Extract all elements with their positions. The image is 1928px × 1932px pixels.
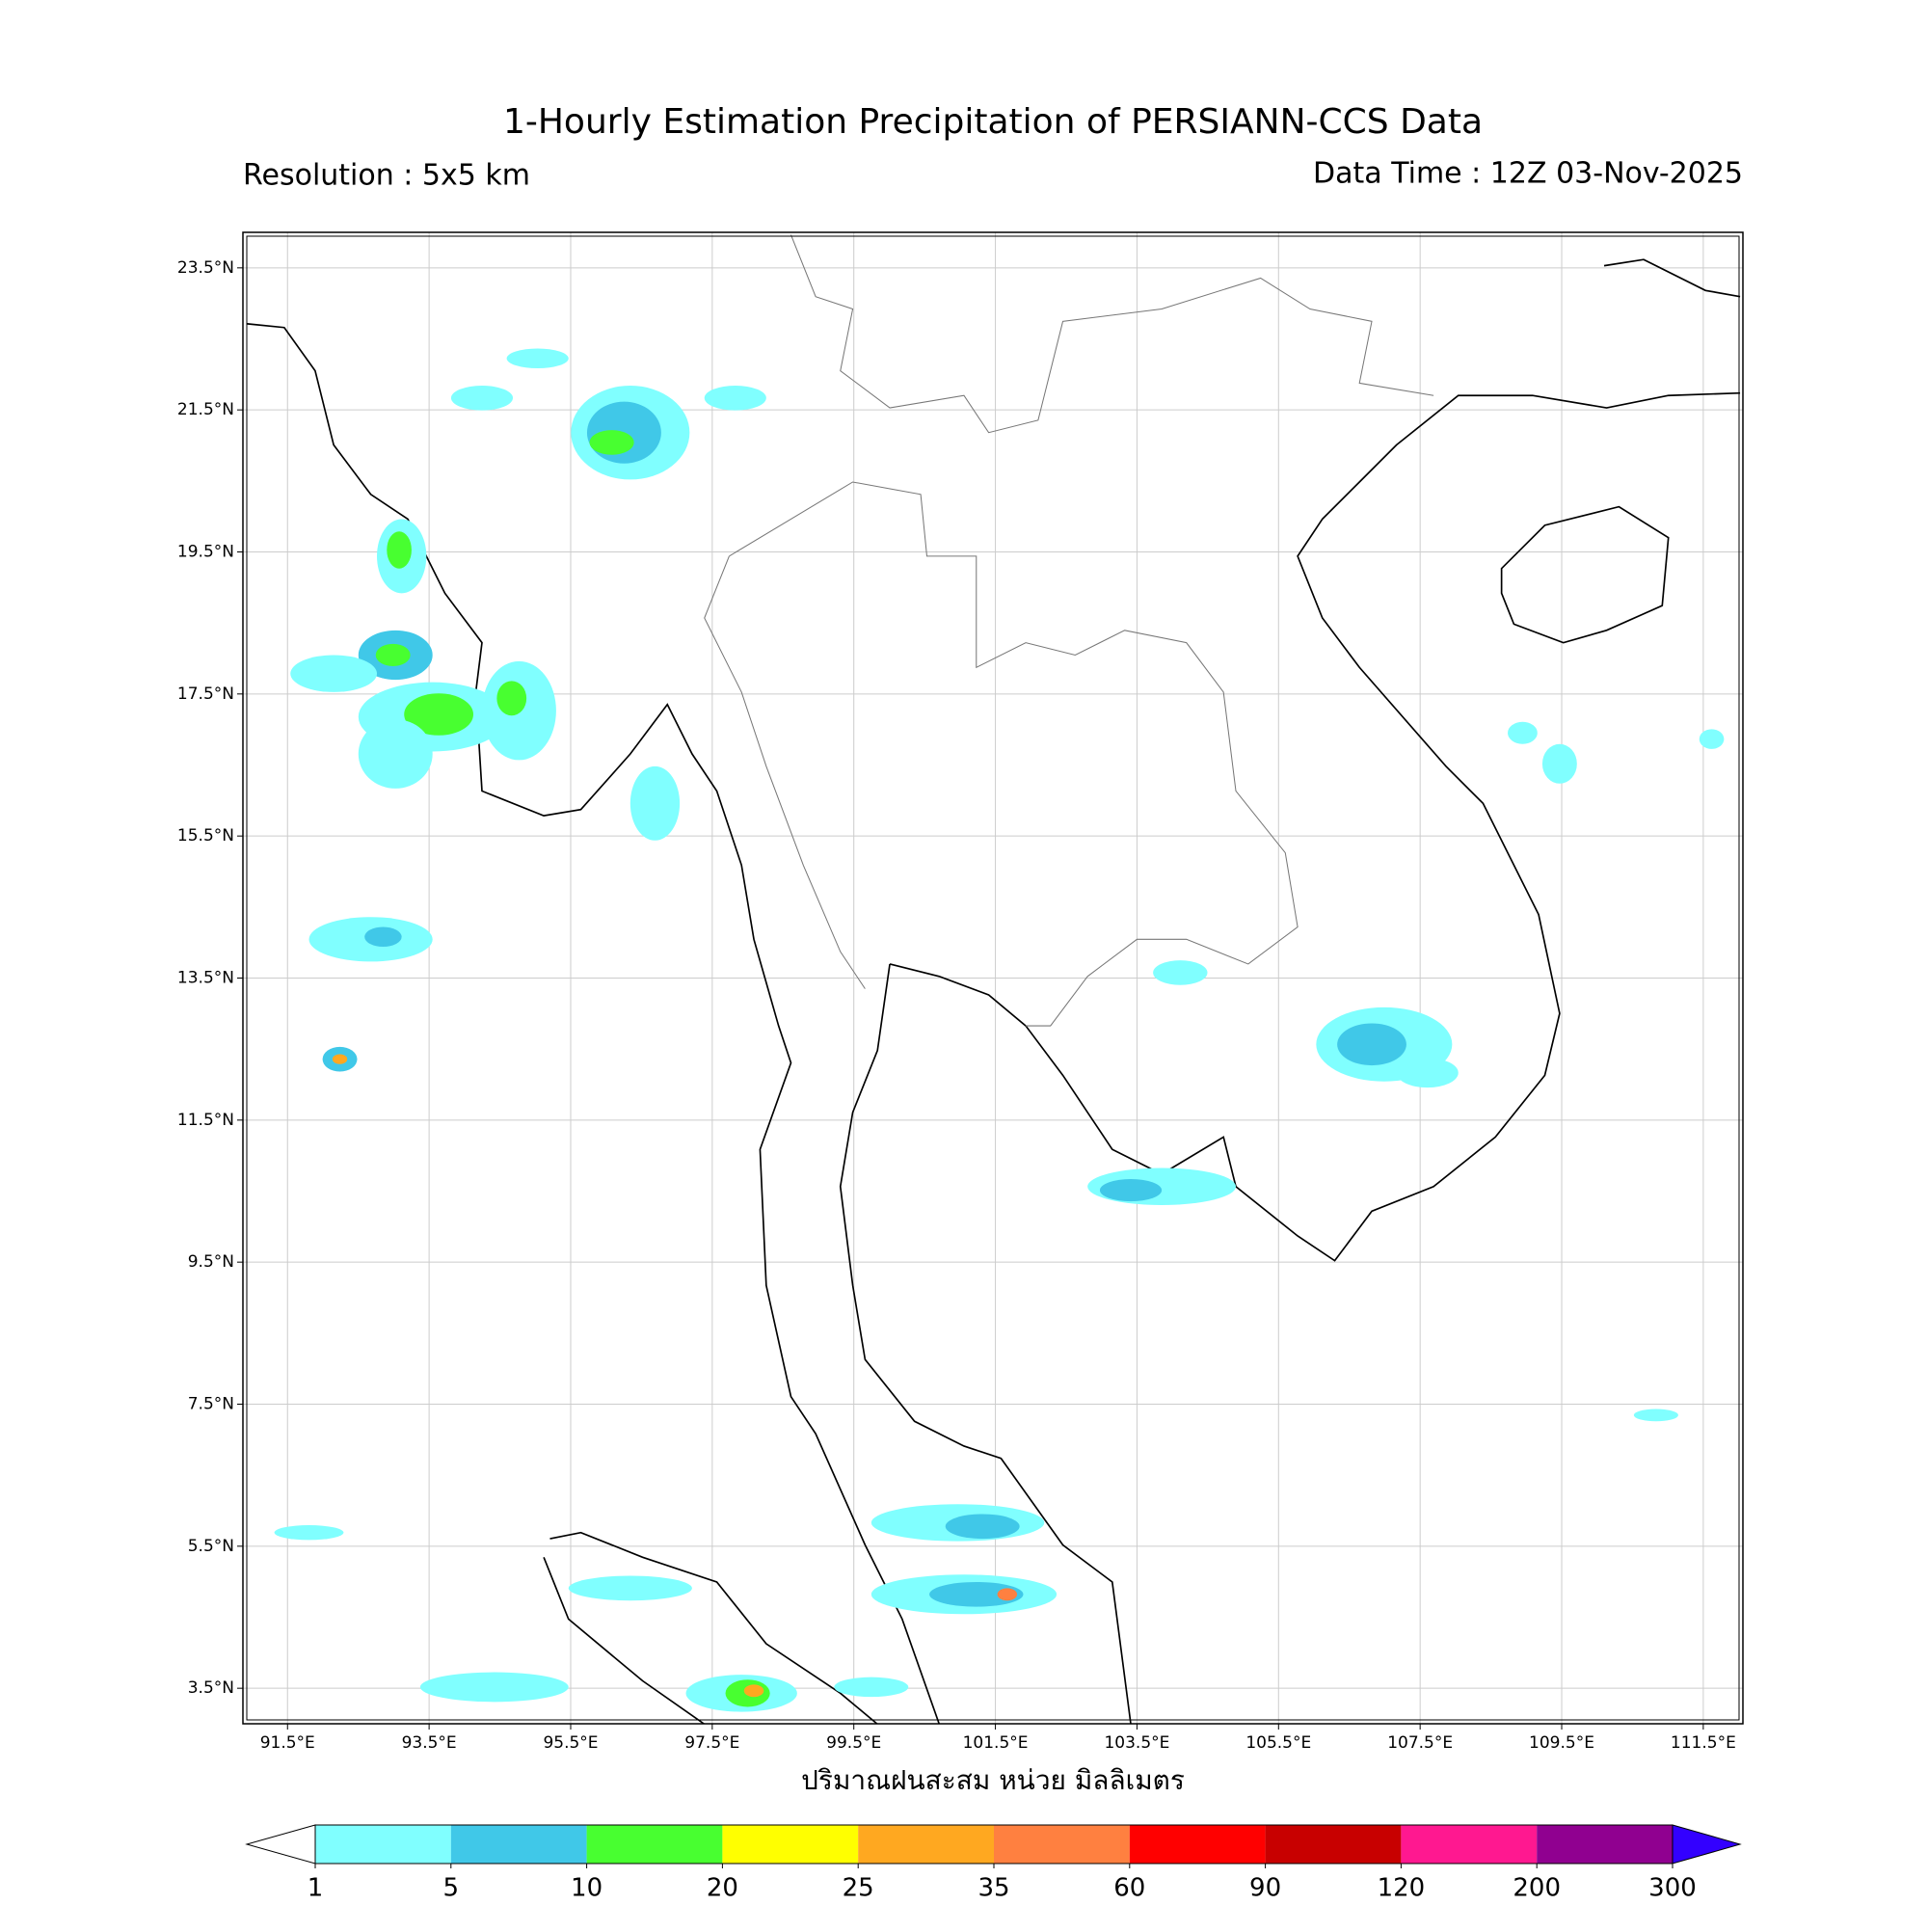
colorbar-box [315, 1825, 451, 1864]
subtitle-right: Data Time : 12Z 03-Nov-2025 [1313, 157, 1743, 191]
y-tick-label: 17.5°N [177, 684, 234, 704]
colorbar-label: 35 [977, 1874, 1009, 1903]
y-tick-label: 5.5°N [188, 1537, 234, 1556]
colorbar-box [858, 1825, 994, 1864]
colorbar-box [722, 1825, 859, 1864]
y-tick-label: 7.5°N [188, 1395, 234, 1414]
colorbar-box [1401, 1825, 1538, 1864]
map-content [247, 234, 1741, 1724]
colorbar-label: 300 [1648, 1874, 1697, 1903]
x-axis-label: ปริมาณฝนสะสม หน่วย มิลลิเมตร [801, 1764, 1185, 1796]
y-tick-label: 23.5°N [177, 258, 234, 278]
colorbar-box [450, 1825, 587, 1864]
y-tick-label: 15.5°N [177, 826, 234, 845]
y-tick-label: 3.5°N [188, 1678, 234, 1698]
colorbar-label: 25 [843, 1874, 874, 1903]
colorbar: 1 5 10 20 25 35 60 90 120 200 300 [245, 1824, 1742, 1903]
colorbar-label: 10 [571, 1874, 602, 1903]
colorbar-label: 90 [1249, 1874, 1281, 1903]
colorbar-label: 200 [1513, 1874, 1561, 1903]
colorbar-label: 120 [1378, 1874, 1426, 1903]
y-tick-label: 11.5°N [177, 1111, 234, 1130]
x-tick-label: 111.5°E [1671, 1733, 1736, 1753]
rain-areas [274, 348, 1725, 1712]
grid [243, 232, 1743, 1724]
x-tick-label: 105.5°E [1245, 1733, 1311, 1753]
x-tick-label: 107.5°E [1387, 1733, 1453, 1753]
x-tick-label: 91.5°E [260, 1733, 315, 1753]
colorbar-label: 1 [308, 1874, 324, 1903]
x-tick-label: 101.5°E [963, 1733, 1029, 1753]
y-tick-label: 13.5°N [177, 969, 234, 988]
x-tick-label: 93.5°E [402, 1733, 457, 1753]
colorbar-box [586, 1825, 723, 1864]
y-tick-label: 9.5°N [188, 1252, 234, 1272]
colorbar-over [1672, 1824, 1742, 1865]
y-tick-label: 21.5°N [177, 400, 234, 419]
colorbar-box [1265, 1825, 1402, 1864]
x-tick-label: 95.5°E [543, 1733, 598, 1753]
colorbar-label: 60 [1113, 1874, 1145, 1903]
colorbar-under [245, 1824, 316, 1865]
title: 1-Hourly Estimation Precipitation of PER… [503, 102, 1483, 142]
x-tick-label: 103.5°E [1104, 1733, 1169, 1753]
subtitle-left: Resolution : 5x5 km [243, 159, 530, 193]
x-tick-label: 109.5°E [1529, 1733, 1594, 1753]
y-tick-label: 19.5°N [177, 543, 234, 562]
colorbar-label: 20 [707, 1874, 738, 1903]
coastline [247, 258, 1741, 1724]
colorbar-box [994, 1825, 1130, 1864]
colorbar-box [1129, 1825, 1266, 1864]
map-frame-inner [246, 235, 1740, 1721]
x-tick-label: 97.5°E [684, 1733, 739, 1753]
ticks: 91.5°E 93.5°E 95.5°E 97.5°E 99.5°E 101.5°E 103… [177, 258, 1736, 1753]
colorbar-label: 5 [443, 1874, 460, 1903]
x-tick-label: 99.5°E [826, 1733, 881, 1753]
borders [704, 234, 1434, 1027]
colorbar-box [1537, 1825, 1673, 1864]
